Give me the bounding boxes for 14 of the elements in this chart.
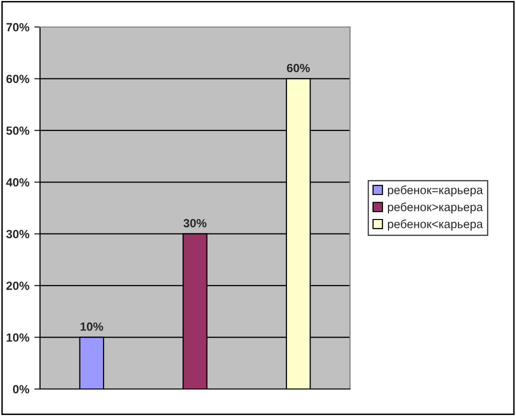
data-label: 30% xyxy=(183,218,207,228)
data-label: 10% xyxy=(80,322,104,331)
y-tick-label: 50% xyxy=(6,126,30,135)
y-tick-label: 40% xyxy=(6,178,30,187)
data-label: 60% xyxy=(286,64,310,72)
y-tick-label: 0% xyxy=(12,385,30,394)
y-tick-label: 10% xyxy=(6,333,30,342)
y-tick-label: 20% xyxy=(6,282,30,290)
legend-label: ребенок=карьера xyxy=(388,185,483,197)
y-tick-label: 60% xyxy=(6,74,30,84)
y-tick-label: 30% xyxy=(6,230,30,238)
legend-label: ребенок>карьера xyxy=(388,202,483,214)
legend-label: ребенок<карьера xyxy=(388,219,483,231)
y-tick-label: 70% xyxy=(6,23,30,32)
